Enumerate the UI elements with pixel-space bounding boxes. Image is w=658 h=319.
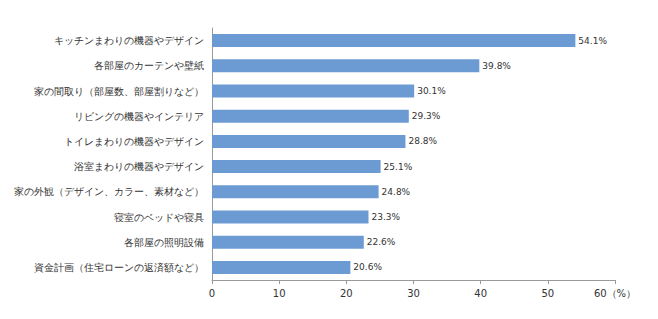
svg-text:各部屋のカーテンや壁紙: 各部屋のカーテンや壁紙 <box>94 60 204 71</box>
svg-text:25.1%: 25.1% <box>384 162 413 172</box>
svg-text:20: 20 <box>340 288 353 299</box>
svg-text:トイレまわりの機器やデザイン: トイレまわりの機器やデザイン <box>64 136 204 147</box>
svg-text:50: 50 <box>541 288 554 299</box>
svg-text:0: 0 <box>209 288 215 299</box>
svg-text:24.8%: 24.8% <box>382 187 411 197</box>
svg-text:54.1%: 54.1% <box>578 36 607 46</box>
svg-text:家の間取り（部屋数、部屋割りなど）: 家の間取り（部屋数、部屋割りなど） <box>34 86 204 97</box>
svg-text:30: 30 <box>407 288 420 299</box>
svg-text:22.6%: 22.6% <box>367 237 396 247</box>
svg-text:39.8%: 39.8% <box>482 61 511 71</box>
svg-text:各部屋の照明設備: 各部屋の照明設備 <box>124 237 204 248</box>
svg-text:20.6%: 20.6% <box>353 262 382 272</box>
svg-text:30.1%: 30.1% <box>417 86 446 96</box>
svg-text:リビングの機器やインテリア: リビングの機器やインテリア <box>74 111 204 122</box>
svg-text:資金計画（住宅ローンの返済額など）: 資金計画（住宅ローンの返済額など） <box>34 262 204 273</box>
svg-text:10: 10 <box>273 288 286 299</box>
svg-text:浴室まわりの機器やデザイン: 浴室まわりの機器やデザイン <box>74 161 204 172</box>
svg-text:23.3%: 23.3% <box>371 212 400 222</box>
svg-text:家の外観（デザイン、カラー、素材など）: 家の外観（デザイン、カラー、素材など） <box>14 186 204 197</box>
svg-text:28.8%: 28.8% <box>408 136 437 146</box>
svg-text:寝室のベッドや寝具: 寝室のベッドや寝具 <box>114 212 204 223</box>
svg-text:40: 40 <box>474 288 487 299</box>
svg-text:29.3%: 29.3% <box>412 111 441 121</box>
svg-text:キッチンまわりの機器やデザイン: キッチンまわりの機器やデザイン <box>54 35 204 46</box>
svg-text:60（%）: 60（%） <box>594 288 636 299</box>
